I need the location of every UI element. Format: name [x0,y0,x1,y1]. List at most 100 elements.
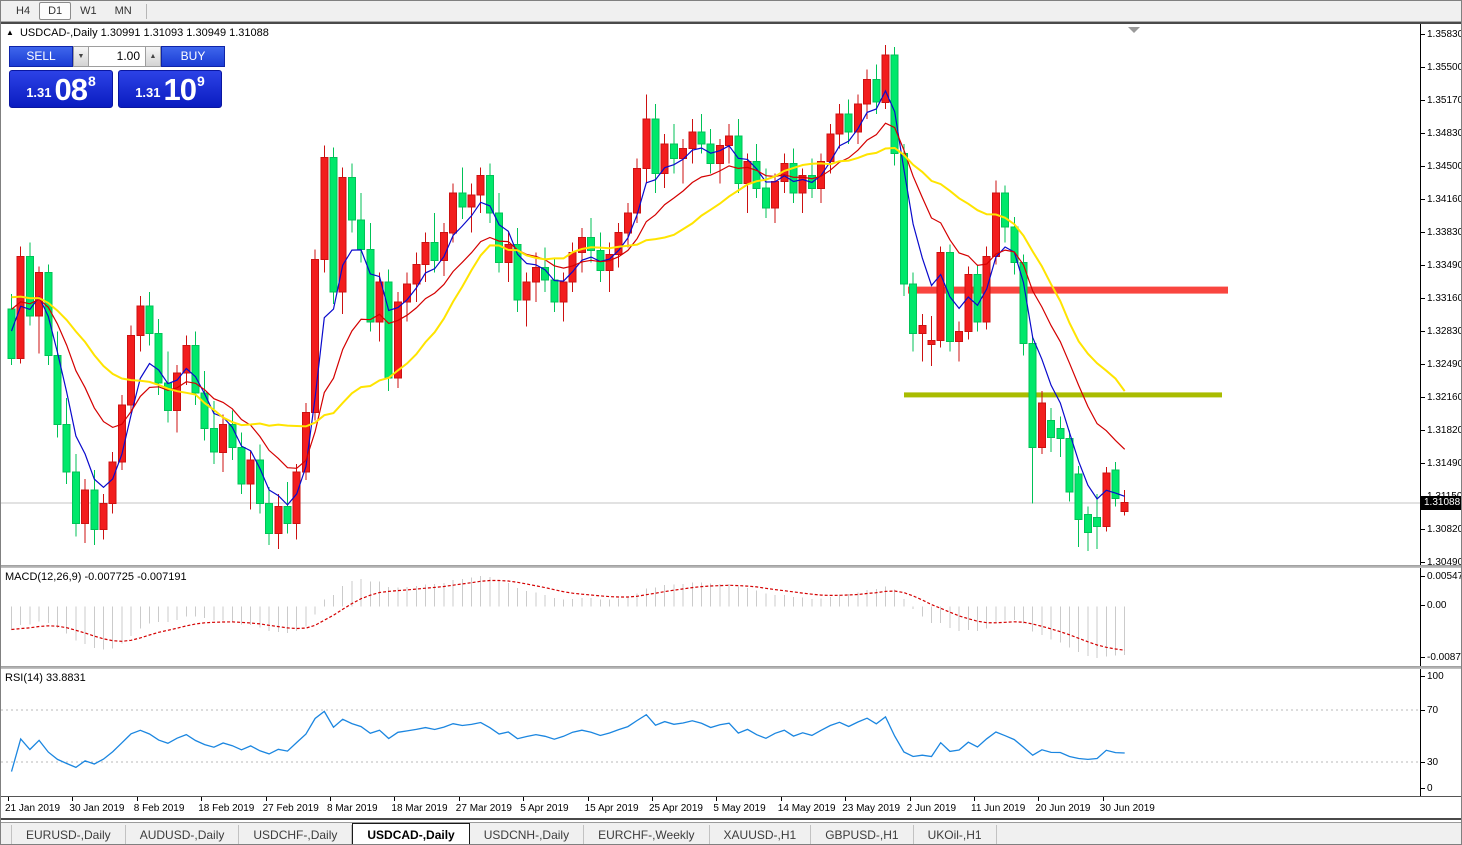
sell-price-big: 08 [54,72,88,107]
chart-tab-eurchf[interactable]: EURCHF-,Weekly [584,825,710,844]
rsi-indicator-pane: RSI(14) 33.8831 100 70 30 0 [1,669,1461,796]
date-axis-label: 2 Jun 2019 [906,803,957,814]
rsi-scale-label: 30 [1427,757,1439,768]
sell-button[interactable]: SELL [9,46,73,67]
date-axis-label: 5 May 2019 [713,803,766,814]
chart-tab-usdcad[interactable]: USDCAD-,Daily [352,823,470,844]
pane-splitter[interactable] [1,565,1461,568]
symbol-timeframe-label: USDCAD-,Daily [19,27,98,39]
timeframe-button-h4[interactable]: H4 [16,5,31,17]
date-axis-tick [8,797,9,801]
buy-price-prefix: 1.31 [135,85,161,100]
date-axis-tick [909,797,911,801]
price-scale-tick [1421,67,1425,68]
date-axis: 21 Jan 2019 30 Jan 2019 8 Feb 2019 18 Feb 2… [1,797,1461,818]
macd-canvas [11,576,1126,658]
chart-tab-eurusd[interactable]: EURUSD-,Daily [11,825,126,844]
date-axis-label: 18 Mar 2019 [391,803,448,814]
rsi-scale-tick [1421,676,1425,677]
sell-price-prefix: 1.31 [26,85,52,100]
chart-shift-marker-icon[interactable] [1128,27,1140,33]
price-scale-tick [1421,364,1425,365]
date-axis-label: 21 Jan 2019 [5,803,61,814]
price-scale-tick [1421,232,1425,233]
chart-tab-gbpusd[interactable]: GBPUSD-,H1 [811,825,914,844]
buy-price-pip: 9 [197,73,205,89]
axis-separator [1,796,1461,797]
date-axis-tick [652,797,653,801]
rsi-scale-label: 70 [1427,705,1439,716]
price-scale-label: 1.35170 [1427,95,1461,106]
pane-splitter[interactable] [1,666,1461,669]
chart-tab-usdchf[interactable]: USDCHF-,Daily [239,825,353,844]
timeframe-button-mn[interactable]: MN [114,5,132,17]
timeframe-toolbar: H4 D1 W1 MN [1,1,1461,22]
volume-increase-button[interactable]: ▲ [145,46,161,67]
price-scale-label: 1.35500 [1427,62,1461,73]
date-axis-tick [587,797,589,801]
price-scale: 1.31088 1.35830 1.35500 1.35170 1.34830 1.34… [1420,24,1461,565]
chart-tab-usdcnh[interactable]: USDCNH-,Daily [470,825,585,844]
price-scale-label: 1.30490 [1427,557,1461,565]
date-axis-tick [1102,797,1104,801]
sell-price-panel[interactable]: 1.31 08 8 [9,70,113,108]
price-scale-tick [1421,166,1425,167]
rsi-scale-tick [1421,788,1425,789]
rsi-scale: 100 70 30 0 [1420,669,1461,796]
date-axis-tick [716,797,718,801]
ohlc-values: 1.30991 1.31093 1.30949 1.31088 [100,27,269,39]
price-scale-tick [1421,34,1425,35]
price-scale-tick [1421,199,1425,200]
price-scale-label: 1.33160 [1427,293,1461,304]
macd-scale: 0.005474 0.00 -0.008752 [1420,568,1461,666]
date-axis-label: 15 Apr 2019 [584,803,639,814]
macd-scale-label: 0.00 [1427,600,1447,612]
chart-tab-ukoil[interactable]: UKOil-,H1 [914,825,997,844]
chart-tab-audusd[interactable]: AUDUSD-,Daily [126,825,240,844]
price-scale-label: 1.31820 [1427,425,1461,436]
main-chart-pane: ▲ USDCAD-,Daily 1.30991 1.31093 1.30949 … [1,24,1461,565]
macd-scale-tick [1421,657,1425,658]
price-scale-label: 1.32830 [1427,326,1461,337]
macd-scale-tick [1421,576,1425,577]
date-axis-tick [394,797,396,801]
volume-decrease-button[interactable]: ▼ [73,46,89,67]
current-price-tag: 1.31088 [1420,496,1461,510]
date-axis-tick [72,797,74,801]
price-scale-label: 1.34160 [1427,194,1461,205]
price-scale-tick [1421,331,1425,332]
timeframe-button-w1[interactable]: W1 [80,5,97,17]
rsi-canvas [1,709,1422,772]
price-scale-tick [1421,430,1425,431]
date-axis-label: 8 Feb 2019 [133,803,185,814]
rsi-scale-label: 100 [1427,671,1444,682]
chart-tab-bar: EURUSD-,Daily AUDUSD-,Daily USDCHF-,Daily U… [1,822,1461,844]
price-scale-tick [1421,529,1425,530]
price-scale-label: 1.32490 [1427,359,1461,370]
chart-tab-xauusd[interactable]: XAUUSD-,H1 [710,825,812,844]
date-axis-label: 25 Apr 2019 [649,803,703,814]
date-axis-label: 18 Feb 2019 [198,803,255,814]
price-scale-tick [1421,562,1425,563]
sell-price-pip: 8 [88,73,96,89]
date-axis-label: 30 Jan 2019 [69,803,125,814]
rsi-label: RSI(14) 33.8831 [5,672,86,684]
macd-scale-label: 0.005474 [1427,571,1461,582]
date-axis-tick [974,797,975,801]
buy-price-big: 10 [163,72,197,107]
chart-ohlc-header: ▲ USDCAD-,Daily 1.30991 1.31093 1.30949 … [6,27,269,39]
rsi-scale-tick [1421,762,1425,763]
candlestick-chart-canvas[interactable] [1,24,1422,565]
date-axis-tick [523,797,525,801]
price-scale-tick [1421,298,1425,299]
date-axis-label: 27 Feb 2019 [262,803,319,814]
timeframe-button-d1[interactable]: D1 [39,2,72,20]
buy-button[interactable]: BUY [161,46,225,67]
volume-input[interactable]: 1.00 [89,46,145,67]
buy-price-panel[interactable]: 1.31 10 9 [118,70,222,108]
price-scale-tick [1421,133,1425,134]
collapse-triangle-icon[interactable]: ▲ [6,28,14,37]
rsi-scale-label: 0 [1427,783,1433,794]
date-axis-label: 20 Jun 2019 [1035,803,1091,814]
